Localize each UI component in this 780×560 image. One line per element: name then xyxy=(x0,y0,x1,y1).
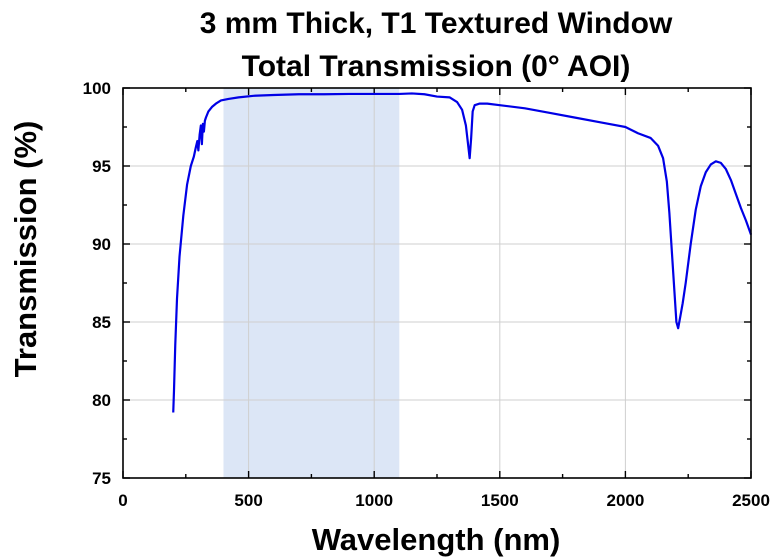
y-tick-label: 90 xyxy=(92,235,111,254)
chart-title: 3 mm Thick, T1 Textured Window xyxy=(200,7,673,40)
y-tick-label: 95 xyxy=(92,157,111,176)
x-axis-label: Wavelength (nm) xyxy=(312,522,561,557)
x-tick-label: 500 xyxy=(234,491,262,510)
x-tick-label: 1000 xyxy=(355,491,393,510)
y-tick-label: 85 xyxy=(92,313,111,332)
axis-ticks xyxy=(122,87,752,479)
x-tick-label: 1500 xyxy=(481,491,519,510)
y-tick-label: 100 xyxy=(83,79,111,98)
x-tick-label: 2000 xyxy=(606,491,644,510)
transmission-series-line xyxy=(172,92,753,413)
plot-frame xyxy=(122,87,752,479)
x-tick-labels: 0 500 1000 1500 2000 2500 xyxy=(118,491,770,510)
highlight-band xyxy=(223,88,400,478)
y-axis-label: Transmission (%) xyxy=(8,121,43,378)
x-tick-label: 0 xyxy=(118,491,127,510)
y-tick-label: 75 xyxy=(92,469,111,488)
x-tick-label: 2500 xyxy=(732,491,770,510)
chart-subtitle: Total Transmission (0° AOI) xyxy=(242,50,631,83)
grid-lines xyxy=(123,88,751,478)
y-tick-labels: 75 80 85 90 95 100 xyxy=(83,79,111,488)
y-tick-label: 80 xyxy=(92,391,111,410)
